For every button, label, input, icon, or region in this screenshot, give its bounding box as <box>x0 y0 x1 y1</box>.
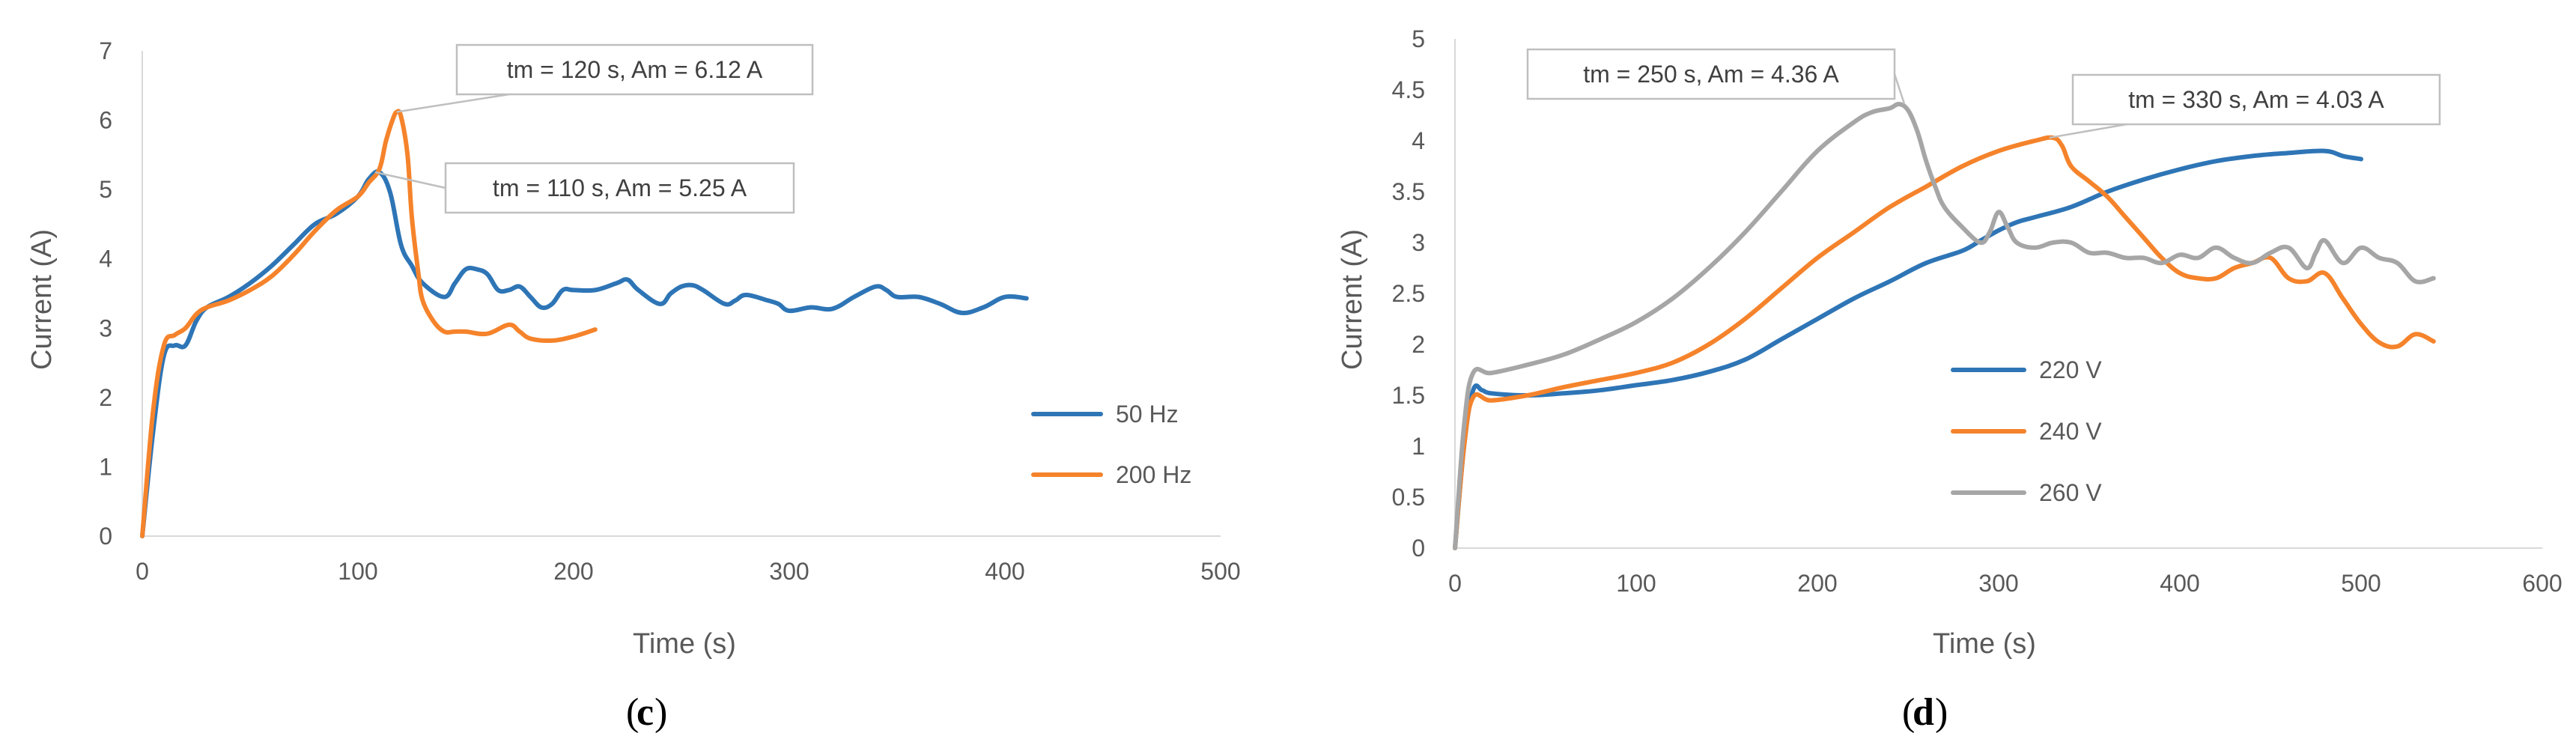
x-tick-label: 400 <box>2160 570 2199 597</box>
y-tick-label: 3.5 <box>1392 178 1425 205</box>
callout-label: tm = 330 s, Am = 4.03 A <box>2128 86 2384 113</box>
y-tick-label: 0 <box>99 523 112 550</box>
y-tick-label: 2 <box>99 384 112 411</box>
callout-label: tm = 120 s, Am = 6.12 A <box>507 56 763 83</box>
series-line-260-v <box>1453 101 2436 550</box>
y-tick-label: 2 <box>1412 331 1425 358</box>
y-tick-label: 1 <box>1412 433 1425 460</box>
x-axis-title: Time (s) <box>633 628 736 660</box>
y-tick-label: 7 <box>99 37 112 64</box>
callout-leader <box>1893 73 1906 105</box>
callout-label: tm = 110 s, Am = 5.25 A <box>493 174 747 201</box>
x-tick-label: 100 <box>1616 570 1656 597</box>
callout-label: tm = 250 s, Am = 4.36 A <box>1583 61 1839 88</box>
y-tick-label: 3 <box>1412 229 1425 256</box>
y-tick-label: 0.5 <box>1392 484 1425 511</box>
legend-label: 200 Hz <box>1116 461 1191 488</box>
callout-leader <box>2049 123 2127 139</box>
x-tick-label: 0 <box>1448 570 1462 597</box>
y-tick-label: 0 <box>1412 535 1425 562</box>
series-line-240-v <box>1453 135 2436 550</box>
y-tick-label: 4.5 <box>1392 76 1425 103</box>
panel-label-open: ( <box>1902 691 1915 734</box>
x-tick-label: 100 <box>338 558 377 585</box>
callout-box <box>2071 73 2441 126</box>
panel-label-close: ) <box>654 691 667 734</box>
x-tick-label: 600 <box>2522 570 2562 597</box>
panel-label-close: ) <box>1935 691 1948 734</box>
y-tick-label: 4 <box>99 246 112 273</box>
legend-label: 260 V <box>2039 479 2102 506</box>
x-tick-label: 200 <box>1797 570 1837 597</box>
legend-label: 220 V <box>2039 356 2102 383</box>
x-tick-label: 300 <box>1978 570 2018 597</box>
panel-label-open: ( <box>626 691 639 734</box>
y-tick-label: 2.5 <box>1392 280 1425 307</box>
panel-label-letter: c <box>637 691 654 734</box>
y-tick-label: 6 <box>99 107 112 134</box>
y-tick-label: 3 <box>99 314 112 341</box>
callout-leader <box>374 171 446 189</box>
x-axis-title: Time (s) <box>1933 628 2036 660</box>
x-tick-label: 300 <box>769 558 809 585</box>
x-tick-label: 400 <box>985 558 1024 585</box>
x-tick-label: 500 <box>1200 558 1240 585</box>
y-axis-title: Current (A) <box>26 229 58 370</box>
series-line-50-hz <box>140 169 1029 538</box>
callout-leader <box>396 93 510 113</box>
series-line-200-hz <box>140 109 598 538</box>
y-tick-label: 4 <box>1412 127 1425 154</box>
x-tick-label: 0 <box>136 558 149 585</box>
callout-box <box>444 162 795 214</box>
chart-panel-c: 0 1 2 3 4 5 6 7 0 100 200 300 400 500 50 Hz 200 Hz tm = … <box>26 37 1241 734</box>
legend-label: 50 Hz <box>1116 401 1179 428</box>
y-tick-label: 5 <box>99 176 112 203</box>
callout-box <box>455 43 814 96</box>
legend-label: 240 V <box>2039 418 2102 445</box>
y-tick-label: 1 <box>99 453 112 480</box>
chart-panel-d: 0 0.5 1 1.5 2 2.5 3 3.5 4 4.5 5 0 100 200 300 400 500 600… <box>1337 25 2563 734</box>
x-tick-label: 500 <box>2341 570 2381 597</box>
y-tick-label: 5 <box>1412 25 1425 52</box>
callout-box <box>1526 48 1896 100</box>
series-line-220-v <box>1453 148 2363 550</box>
panel-label-letter: d <box>1913 691 1934 734</box>
y-axis-title: Current (A) <box>1337 229 1368 370</box>
y-tick-label: 1.5 <box>1392 382 1425 409</box>
x-tick-label: 200 <box>553 558 593 585</box>
